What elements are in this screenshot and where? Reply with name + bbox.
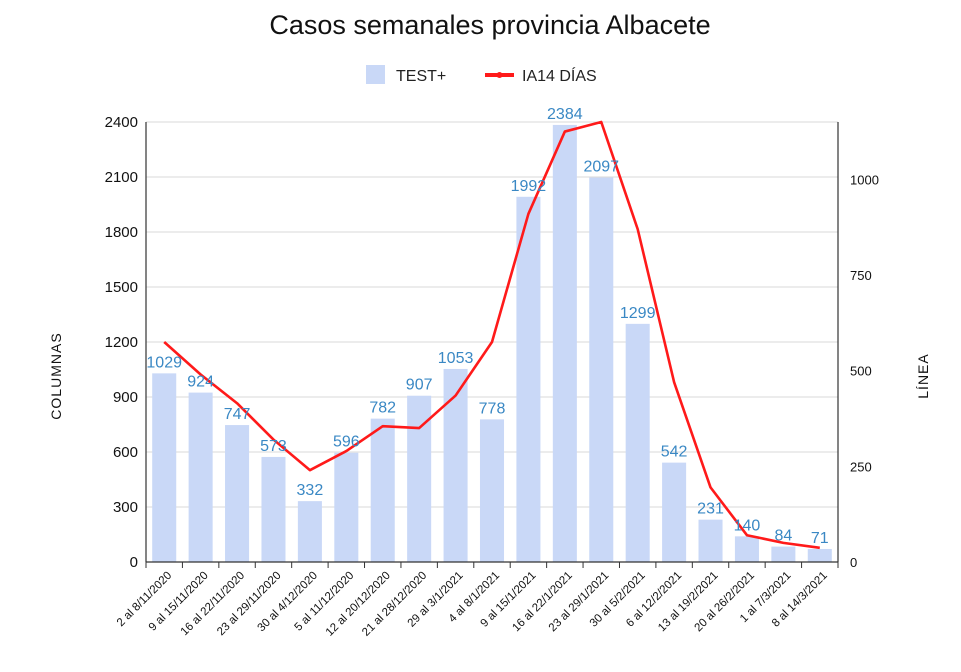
y-tick-label: 600 <box>113 444 138 461</box>
bar <box>625 323 650 562</box>
legend: TEST+ IA14 DÍAS <box>366 65 597 85</box>
data-label: 542 <box>661 444 688 461</box>
y-tick-label: 1200 <box>105 334 138 351</box>
legend-label-ia14: IA14 DÍAS <box>522 66 597 85</box>
bars <box>152 124 832 563</box>
bar <box>407 395 432 562</box>
bar <box>188 392 213 562</box>
y2-tick-label: 0 <box>850 555 857 570</box>
bar <box>698 519 723 562</box>
data-label: 1992 <box>511 178 547 195</box>
bar <box>370 418 395 562</box>
legend-label-test: TEST+ <box>396 68 446 85</box>
ia14-line-path <box>163 120 820 550</box>
y-tick-label: 1500 <box>105 279 138 296</box>
y-tick-label: 2100 <box>105 169 138 186</box>
data-label: 747 <box>224 406 251 423</box>
bar <box>662 462 687 562</box>
y-tick-label: 1800 <box>105 224 138 241</box>
data-label: 231 <box>697 501 724 518</box>
x-tick-label: 16 al 22/11/2020 <box>179 570 247 638</box>
y2-ticks: 0 250 500 750 1000 <box>850 172 879 570</box>
legend-marker-ia14 <box>496 72 503 78</box>
data-label: 332 <box>297 482 324 499</box>
y-tick-label: 900 <box>113 389 138 406</box>
data-label: 596 <box>333 434 360 451</box>
y-ticks: 0 300 600 900 1200 1500 1800 2100 2400 <box>105 114 138 571</box>
data-label: 140 <box>734 517 761 534</box>
data-labels: 1029 924 747 573 332 596 782 907 1053 778 1992 2384… <box>146 106 828 547</box>
y-tick-label: 300 <box>113 499 138 516</box>
bar <box>734 536 759 562</box>
bar <box>261 456 286 562</box>
y2-axis-title: LÍNEA <box>915 353 931 398</box>
bar <box>807 548 832 562</box>
data-label: 2384 <box>547 106 583 123</box>
bar <box>479 419 505 562</box>
data-label: 573 <box>260 438 287 455</box>
bar <box>552 124 577 562</box>
x-tick-label: 21 al 28/12/2020 <box>360 570 429 639</box>
data-label: 2097 <box>583 159 619 176</box>
chart-title: Casos semanales provincia Albacete <box>269 10 710 40</box>
y-tick-label: 2400 <box>105 114 138 131</box>
data-label: 84 <box>774 528 792 545</box>
ia14-line <box>163 120 820 550</box>
bar <box>297 501 322 562</box>
data-label: 71 <box>811 530 829 547</box>
bar <box>589 177 614 563</box>
data-label: 924 <box>187 374 214 391</box>
y2-tick-label: 250 <box>850 459 872 474</box>
y-axis-title: COLUMNAS <box>48 332 64 419</box>
data-label: 1029 <box>146 354 182 371</box>
data-label: 1053 <box>438 350 474 367</box>
bar <box>771 546 796 562</box>
y-tick-label: 0 <box>130 554 138 571</box>
y2-tick-label: 500 <box>850 364 872 379</box>
axes <box>145 122 839 568</box>
data-label: 907 <box>406 377 433 394</box>
bar <box>443 368 468 562</box>
bar <box>516 196 541 563</box>
y2-tick-label: 1000 <box>850 172 879 187</box>
data-label: 782 <box>369 400 396 417</box>
legend-swatch-test <box>366 65 385 84</box>
data-label: 1299 <box>620 305 656 322</box>
x-tick-label: 12 al 20/12/2020 <box>324 570 393 639</box>
data-label: 778 <box>479 400 506 417</box>
x-tick-label: 23 al 29/11/2020 <box>215 570 283 638</box>
bar <box>334 452 359 562</box>
bar <box>225 425 250 562</box>
bar <box>152 373 177 562</box>
y2-tick-label: 750 <box>850 268 872 283</box>
